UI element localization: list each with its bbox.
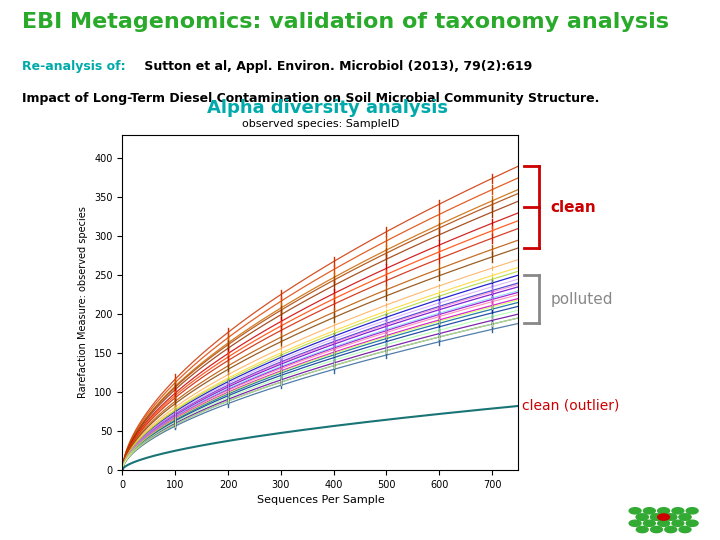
Circle shape [629,520,641,526]
Circle shape [657,514,670,520]
Y-axis label: Rarefaction Measure: observed species: Rarefaction Measure: observed species [78,206,89,399]
Circle shape [672,520,684,526]
Circle shape [651,514,662,520]
Text: polluted: polluted [551,292,613,307]
Text: Re-analysis of:: Re-analysis of: [22,60,125,73]
Text: Alpha diversity analysis: Alpha diversity analysis [207,99,448,117]
Text: Sutton et al, Appl. Environ. Microbiol (2013), 79(2):619: Sutton et al, Appl. Environ. Microbiol (… [140,60,533,73]
Text: Impact of Long-Term Diesel Contamination on Soil Microbial Community Structure.: Impact of Long-Term Diesel Contamination… [22,92,599,105]
Circle shape [644,508,655,514]
Circle shape [665,514,677,520]
Text: EMBL-EBI: EMBL-EBI [518,508,606,526]
Circle shape [636,514,648,520]
Circle shape [636,526,648,532]
Circle shape [665,514,677,520]
Circle shape [651,526,662,532]
Text: clean: clean [551,199,596,214]
Circle shape [636,514,648,520]
Text: clean (outlier): clean (outlier) [523,399,620,413]
Circle shape [629,508,641,514]
Title: observed species: SampleID: observed species: SampleID [242,119,399,129]
Circle shape [672,508,684,514]
Circle shape [679,514,691,520]
Circle shape [686,520,698,526]
Circle shape [679,514,691,520]
Circle shape [665,526,677,532]
X-axis label: Sequences Per Sample: Sequences Per Sample [256,495,384,505]
Circle shape [644,520,655,526]
Circle shape [657,520,670,526]
Circle shape [657,508,670,514]
Circle shape [686,508,698,514]
Circle shape [651,514,662,520]
Circle shape [679,526,691,532]
Text: EBI Metagenomics: validation of taxonomy analysis: EBI Metagenomics: validation of taxonomy… [22,12,669,32]
